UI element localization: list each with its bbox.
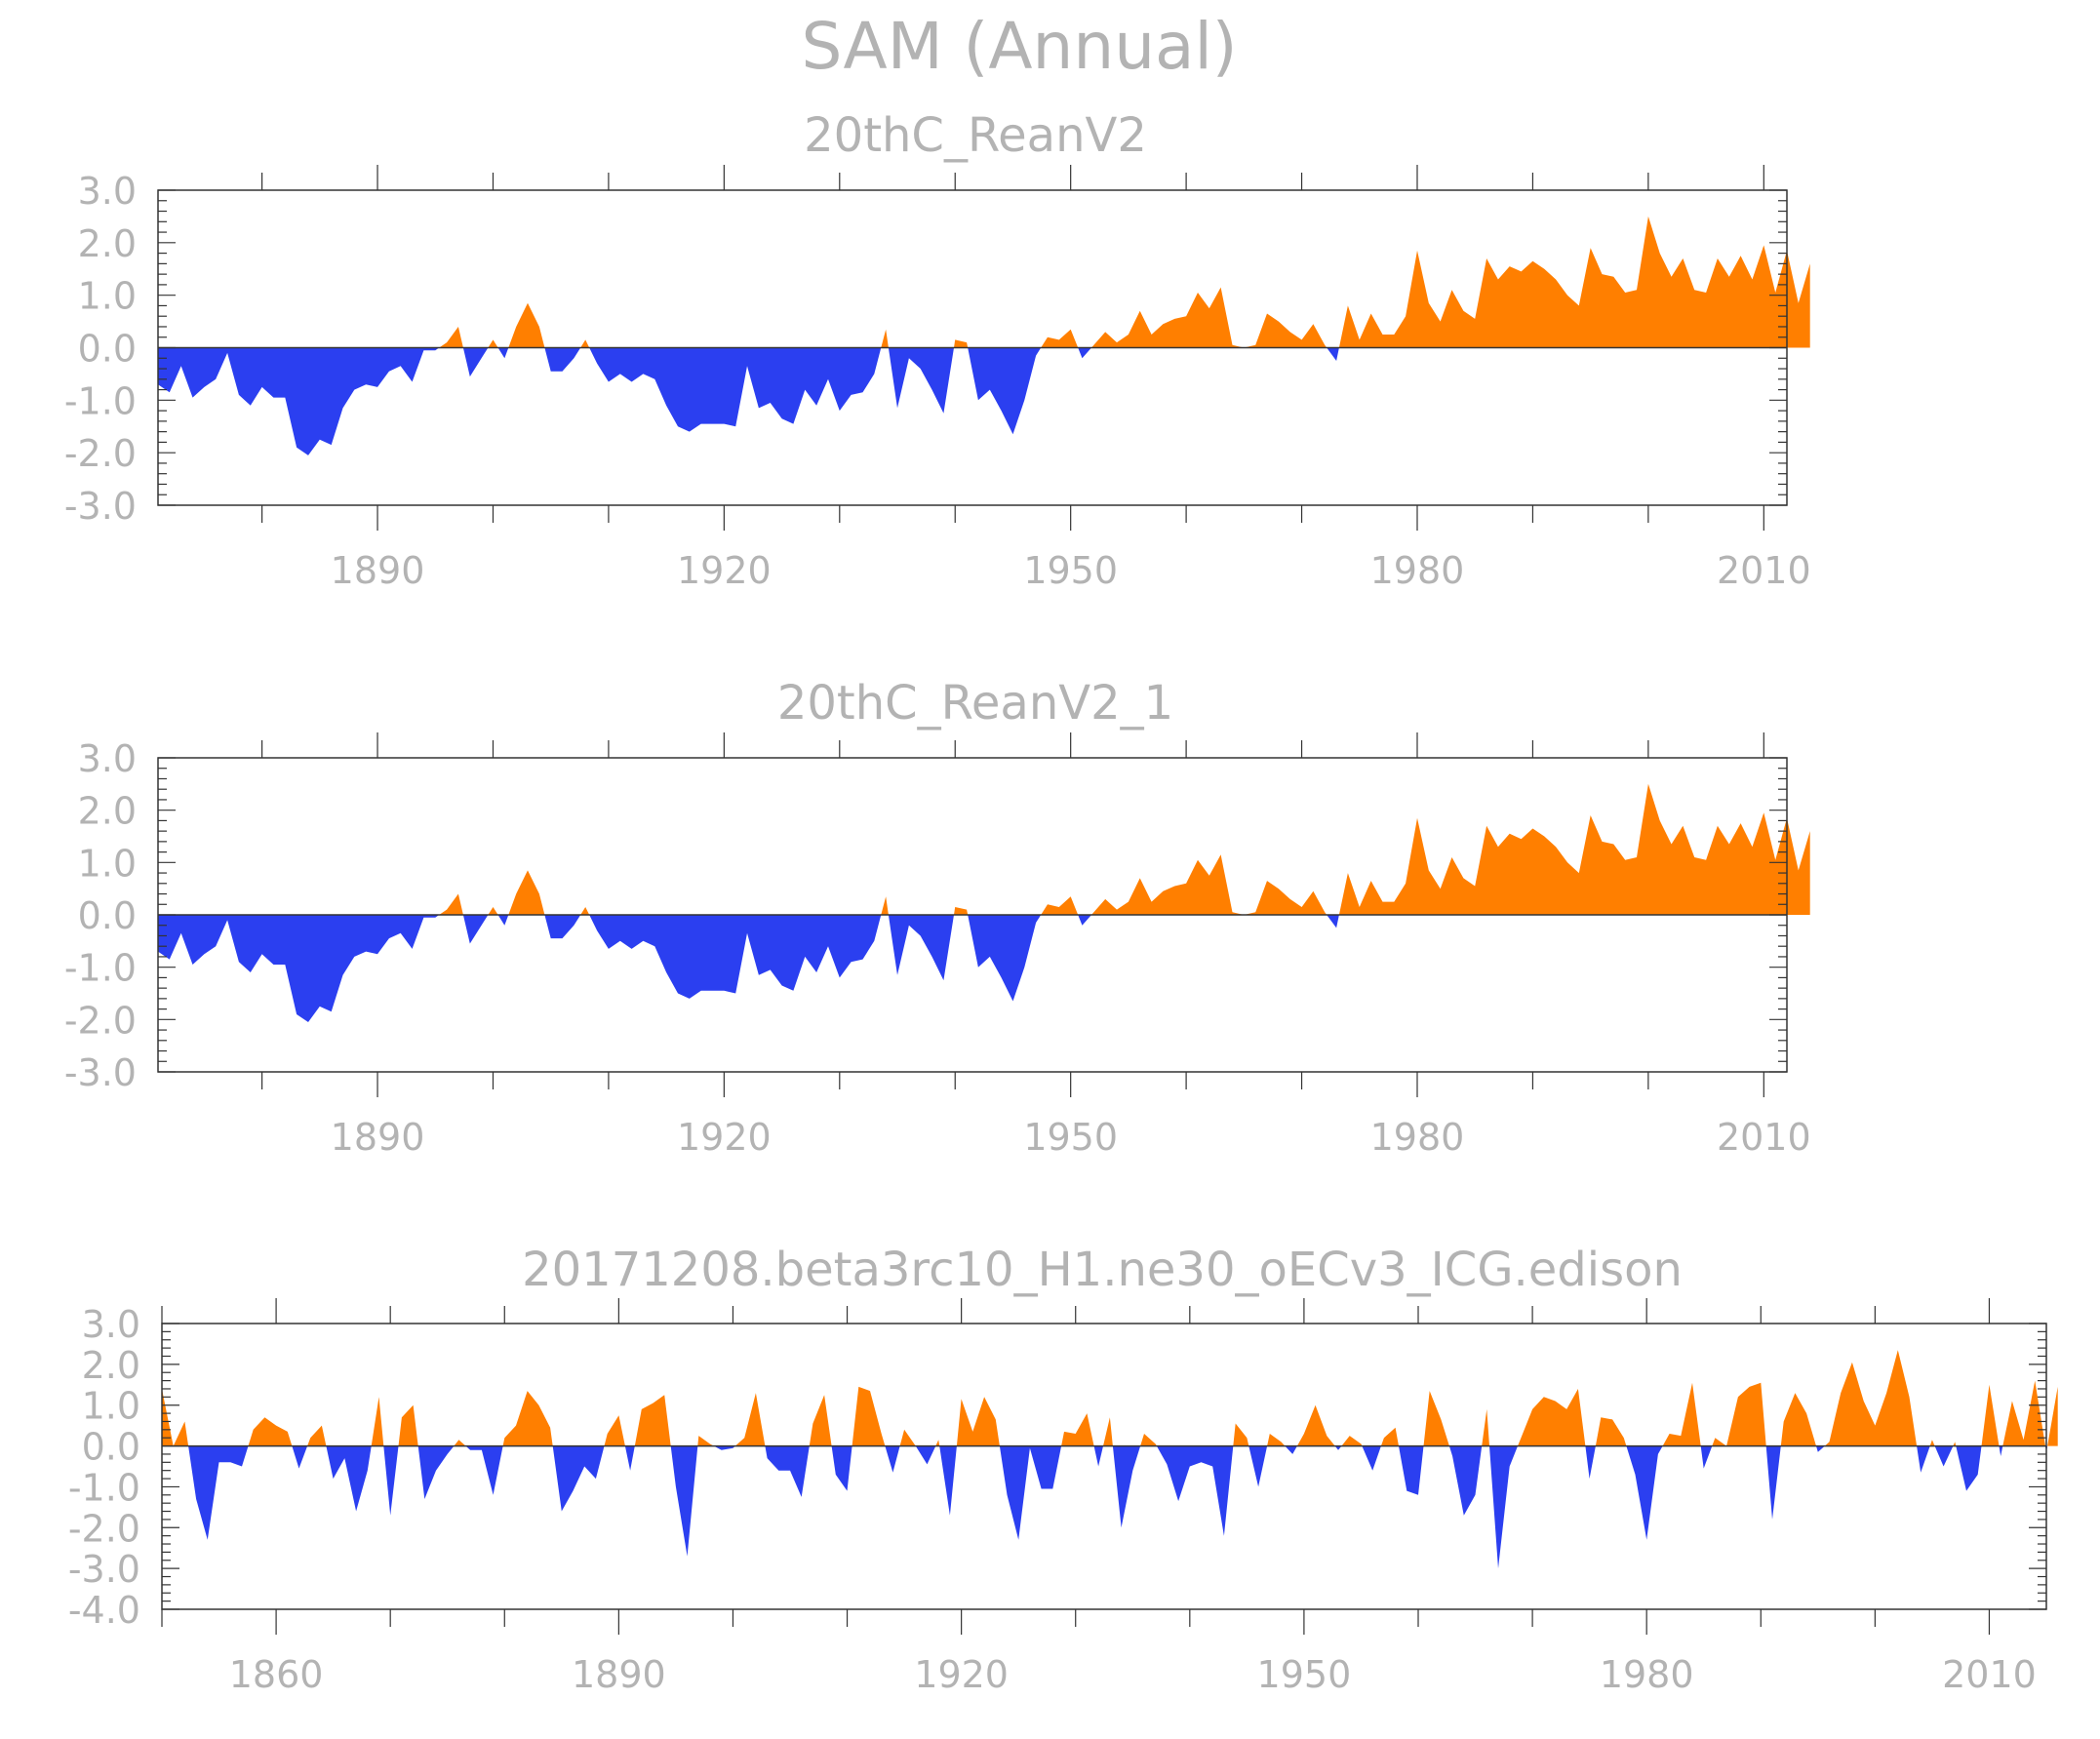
figure-title: SAM (Annual) [801,9,1237,84]
panel-3-plot: -4.0-3.0-2.0-1.00.01.02.03.0 1860 1890 1920… [68,1298,2058,1696]
positive-area-series [158,783,1810,915]
positive-area-series [162,1350,2058,1446]
x-tick-label: 1980 [1370,1116,1465,1159]
y-tick-label: 0.0 [82,1426,140,1469]
negative-area-series [158,347,1810,455]
y-tick-label: 3.0 [78,737,137,780]
x-tick-label: 2010 [1717,1116,1811,1159]
panel-1: 20thC_ReanV2 -3.0 -2.0 -1.0 0.0 1.0 2.0 3.0 189… [64,108,1811,592]
panel-2-title: 20thC_ReanV2_1 [777,676,1173,731]
y-tick-label: 1.0 [78,842,137,885]
plot-frame [161,1323,2047,1610]
panel-1-title: 20thC_ReanV2 [804,108,1147,163]
x-tick-label: 1920 [677,549,772,592]
y-tick-label: -1.0 [64,947,137,990]
x-tick-label: 1920 [914,1653,1009,1696]
panel-2: 20thC_ReanV2_1 -3.0 -2.0 -1.0 0.0 1.0 2.0 3.0 1… [64,676,1811,1159]
y-tick-label: 0.0 [78,894,137,937]
x-tick-label: 2010 [1942,1653,2037,1696]
y-tick-label: 2.0 [82,1344,140,1387]
positive-area-series [158,216,1810,348]
y-tick-label: 1.0 [78,275,137,318]
y-tick-label: -3.0 [68,1548,140,1591]
x-tick-label: 1950 [1023,1116,1118,1159]
x-tick-label: 1860 [229,1653,324,1696]
x-tick-label: 1920 [677,1116,772,1159]
negative-area-series [162,1445,2058,1569]
panel-2-plot: -3.0 -2.0 -1.0 0.0 1.0 2.0 3.0 1890 1920 1950 1980… [64,732,1811,1159]
x-tick-label: 1980 [1370,549,1465,592]
y-tick-label: 1.0 [82,1385,140,1428]
y-tick-label: -2.0 [64,432,137,475]
panel-3: 20171208.beta3rc10_H1.ne30_oECv3_ICG.edi… [68,1243,2058,1696]
y-tick-label: -3.0 [64,485,137,528]
y-tick-label: -3.0 [64,1051,137,1094]
y-tick-label: 2.0 [78,790,137,833]
x-tick-label: 1980 [1600,1653,1694,1696]
x-tick-label: 1890 [331,1116,425,1159]
y-tick-label: -2.0 [68,1507,140,1550]
x-tick-label: 2010 [1717,549,1811,592]
y-tick-label: 3.0 [78,170,137,213]
y-tick-label: 2.0 [78,222,137,265]
x-tick-label: 1950 [1023,549,1118,592]
y-tick-label: 3.0 [82,1303,140,1346]
y-tick-label: -1.0 [64,379,137,422]
x-tick-label: 1890 [572,1653,666,1696]
y-tick-label: 0.0 [78,328,137,371]
y-tick-label: -1.0 [68,1466,140,1509]
x-tick-label: 1890 [331,549,425,592]
y-tick-label: -4.0 [68,1589,140,1632]
panel-3-title: 20171208.beta3rc10_H1.ne30_oECv3_ICG.edi… [522,1243,1683,1297]
negative-area-series [158,915,1810,1022]
y-tick-label: -2.0 [64,999,137,1042]
panel-1-plot: -3.0 -2.0 -1.0 0.0 1.0 2.0 3.0 1890 1920 1950 1980… [64,165,1811,592]
x-tick-label: 1950 [1257,1653,1352,1696]
